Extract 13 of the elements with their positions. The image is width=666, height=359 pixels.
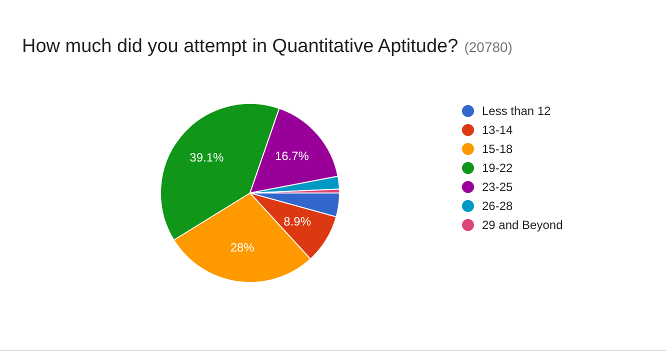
- data-label: 39.1%: [190, 150, 224, 165]
- data-label: 8.9%: [284, 214, 312, 228]
- legend-label: 29 and Beyond: [482, 218, 563, 232]
- data-label: 28%: [230, 240, 255, 254]
- legend-label: 23-25: [482, 180, 513, 194]
- legend-label: 26-28: [482, 198, 513, 212]
- chart-subtitle: (20780): [464, 39, 512, 55]
- legend-label: 15-18: [482, 142, 513, 156]
- legend-label: 19-22: [482, 160, 513, 174]
- legend-label: 13-14: [482, 122, 513, 136]
- chart-title: How much did you attempt in Quantitative Aptitude?: [22, 36, 458, 57]
- legend-label: Less than 12: [482, 104, 551, 118]
- data-label: 16.7%: [274, 149, 310, 164]
